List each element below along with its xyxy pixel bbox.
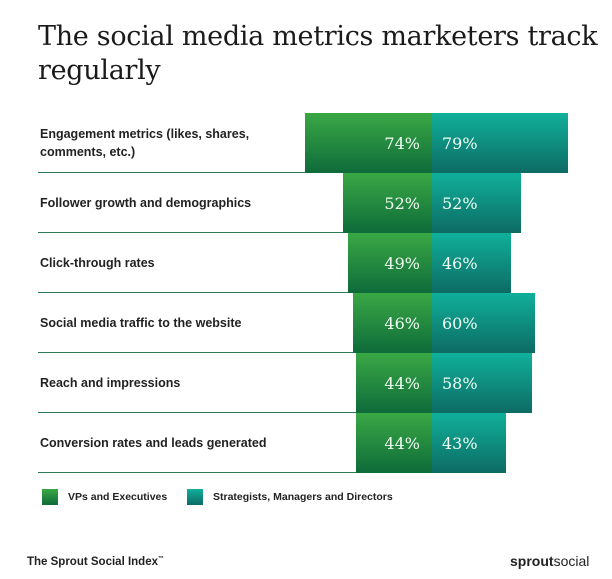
trademark: ™ [158, 556, 164, 563]
data-label: 44% [384, 373, 420, 393]
category-label: Follower growth and demographics [40, 196, 252, 210]
bar-strategists-managers: 60% [432, 293, 536, 353]
row-divider [38, 232, 343, 233]
data-label: 44% [384, 433, 420, 453]
source-label: The Sprout Social Index [27, 556, 158, 568]
chart-row: Conversion rates and leads generated 44% 4… [0, 413, 612, 473]
bar-vps-executives: 52% [342, 173, 432, 233]
data-label: 52% [442, 193, 478, 213]
data-label: 49% [384, 253, 420, 273]
legend-item-strategists: Strategists, Managers and Directors [187, 489, 393, 505]
data-label: 79% [442, 133, 478, 153]
legend-swatch [187, 489, 203, 505]
legend-label: VPs and Executives [68, 491, 168, 503]
row-divider [38, 292, 348, 293]
legend-label: Strategists, Managers and Directors [213, 491, 393, 503]
bar-strategists-managers: 58% [432, 353, 532, 413]
bar-vps-executives: 74% [304, 113, 432, 173]
chart-row: Social media traffic to the website 46% 60… [0, 293, 612, 353]
data-label: 52% [384, 193, 420, 213]
chart-title: The social media metrics marketers track… [38, 21, 598, 86]
chart-row: Follower growth and demographics 52% 52% [0, 173, 612, 233]
data-label: 60% [442, 313, 478, 333]
source-text: The Sprout Social Index™ [27, 556, 164, 568]
bar-vps-executives: 44% [356, 413, 432, 473]
sprout-social-logo: sproutsocial [510, 553, 589, 569]
bar-strategists-managers: 43% [432, 413, 506, 473]
bar-vps-executives: 49% [347, 233, 432, 293]
legend-item-vps: VPs and Executives [42, 489, 167, 505]
category-label: Conversion rates and leads generated [40, 436, 267, 450]
category-label: Reach and impressions [40, 376, 181, 390]
chart-row: Click-through rates 49% 46% [0, 233, 612, 293]
category-label: Social media traffic to the website [40, 316, 242, 330]
legend-swatch [42, 489, 58, 505]
logo-bold: sprout [510, 553, 554, 569]
bar-strategists-managers: 79% [432, 113, 568, 173]
logo-light: social [553, 553, 590, 569]
data-label: 58% [442, 373, 478, 393]
chart-row: Reach and impressions 44% 58% [0, 353, 612, 413]
data-label: 46% [442, 253, 478, 273]
data-label: 43% [442, 433, 478, 453]
row-divider [38, 412, 357, 413]
category-label: Engagement metrics (likes, shares, comme… [40, 127, 250, 159]
category-label: Click-through rates [40, 256, 155, 270]
row-divider [38, 172, 305, 173]
data-label: 74% [384, 133, 420, 153]
bar-strategists-managers: 52% [432, 173, 522, 233]
bar-vps-executives: 44% [356, 353, 432, 413]
row-divider [38, 352, 353, 353]
row-divider [38, 472, 357, 473]
data-label: 46% [384, 313, 420, 333]
chart-row: Engagement metrics (likes, shares, comme… [0, 113, 612, 173]
bar-strategists-managers: 46% [432, 233, 512, 293]
bar-vps-executives: 46% [352, 293, 432, 353]
